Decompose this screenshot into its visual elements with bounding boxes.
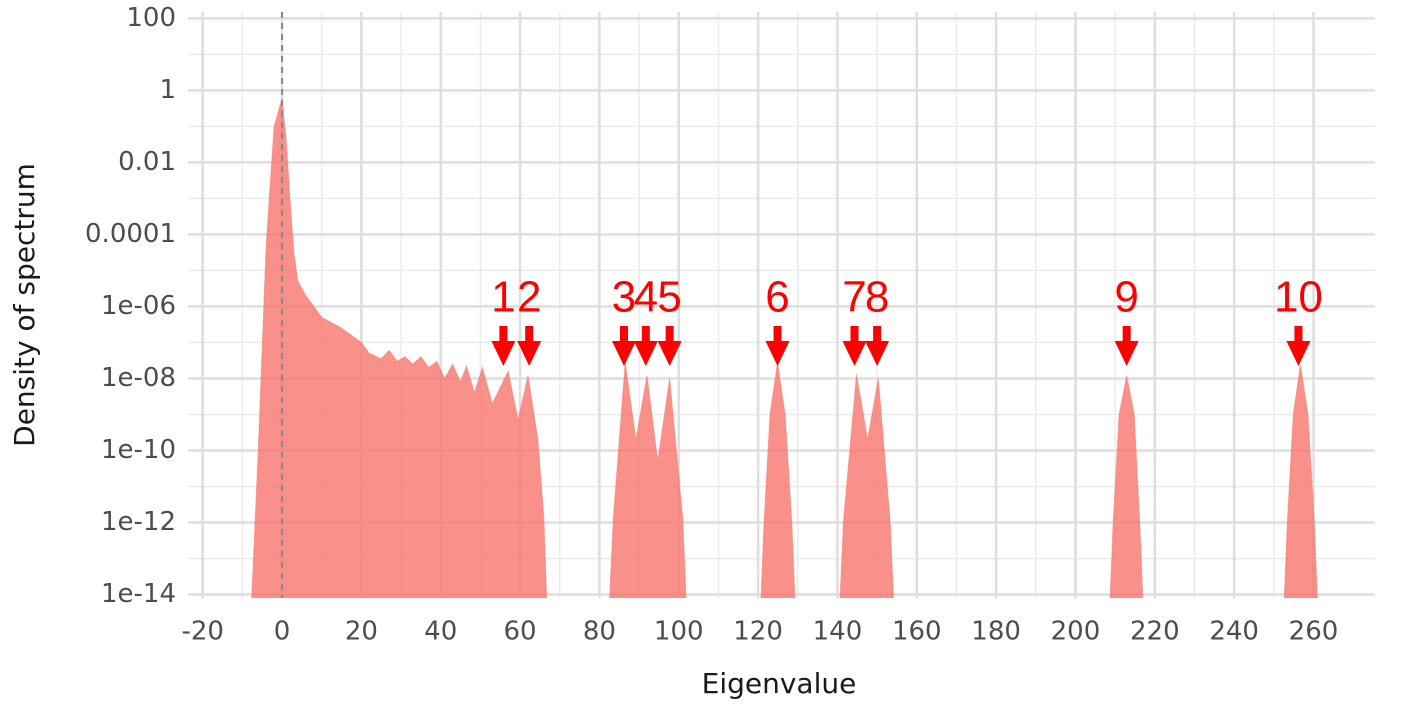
y-tick-label: 1e-08 [101, 363, 176, 393]
annotation-label: 8 [865, 273, 889, 322]
foreground: -20 0 20 40 60 80 100 120 140 160 180 200 220 240 260 1… [85, 3, 1338, 647]
annotation-label: 3 [612, 273, 636, 322]
x-tick-label: 180 [971, 617, 1021, 647]
x-tick-label: 240 [1209, 617, 1259, 647]
annotation-label: 2 [517, 273, 541, 322]
x-tick-label: -20 [181, 617, 223, 647]
annotation-arrow [1114, 326, 1139, 366]
annotation-arrow [517, 326, 542, 366]
annotation-arrow [765, 326, 790, 366]
y-tick-label: 1e-12 [101, 507, 176, 537]
area-layer [251, 98, 1318, 598]
annotation-label: 6 [765, 273, 789, 322]
x-tick-label: 60 [504, 617, 537, 647]
x-tick-label: 20 [345, 617, 378, 647]
x-tick-label: 200 [1051, 617, 1101, 647]
y-tick-label: 0.0001 [85, 219, 176, 249]
y-tick-label: 1e-10 [101, 435, 176, 465]
y-axis-title: Density of spectrum [8, 163, 41, 447]
y-tick-label: 1 [159, 75, 176, 105]
y-tick-label: 1e-06 [101, 291, 176, 321]
annotation-arrow [1286, 326, 1311, 366]
y-tick-label: 0.01 [118, 147, 176, 177]
annotation-label: 4 [634, 273, 658, 322]
annotation-arrow [633, 326, 658, 366]
x-tick-label: 40 [424, 617, 457, 647]
annotation-label: 5 [657, 273, 681, 322]
annotation-label: 1 [491, 273, 515, 322]
annotation-arrow [842, 326, 867, 366]
annotation-arrow [491, 326, 516, 366]
x-tick-label: 260 [1289, 617, 1339, 647]
x-tick-label: 220 [1130, 617, 1180, 647]
y-tick-label: 100 [126, 3, 176, 33]
grid [188, 12, 1375, 598]
area-fill [251, 98, 1318, 598]
x-tick-label: 0 [274, 617, 291, 647]
x-tick-label: 140 [813, 617, 863, 647]
annotation-arrow [865, 326, 890, 366]
x-tick-label: 160 [892, 617, 942, 647]
x-axis-title: Eigenvalue [702, 667, 857, 700]
x-tick-label: 120 [733, 617, 783, 647]
y-tick-label: 1e-14 [101, 579, 176, 609]
annotation-label: 7 [842, 273, 866, 322]
annotation-arrow [612, 326, 637, 366]
annotation-arrow [657, 326, 682, 366]
annotation-label: 9 [1114, 273, 1138, 322]
x-tick-label: 100 [654, 617, 704, 647]
x-tick-label: 80 [583, 617, 616, 647]
annotation-label: 10 [1274, 273, 1323, 322]
